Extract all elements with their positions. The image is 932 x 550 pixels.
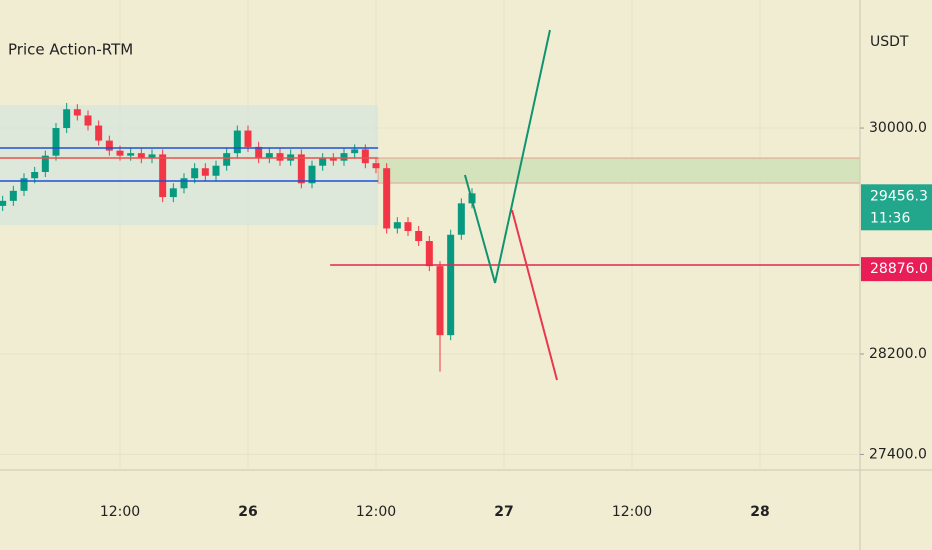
candle-body xyxy=(180,178,188,189)
candle-body xyxy=(212,165,220,176)
candle-body xyxy=(447,234,455,336)
x-tick-label: 27 xyxy=(494,504,513,520)
candle-body xyxy=(372,163,380,169)
candle-body xyxy=(457,203,465,235)
candle-body xyxy=(329,158,337,161)
candle-body xyxy=(137,153,145,159)
candle-body xyxy=(404,222,412,231)
candle-body xyxy=(52,128,60,156)
candle-body xyxy=(95,125,103,141)
candle-body xyxy=(223,153,231,166)
candle-body xyxy=(9,190,17,201)
candle-body xyxy=(425,241,433,267)
candle-body xyxy=(105,140,113,151)
candle-body xyxy=(233,130,241,154)
candle-body xyxy=(393,222,401,229)
candle-body xyxy=(383,168,391,229)
price-tag xyxy=(861,184,932,231)
x-tick-label: 26 xyxy=(238,504,257,520)
candle-body xyxy=(20,178,28,191)
candle-body xyxy=(41,155,49,172)
candle-body xyxy=(116,150,124,156)
candle-body xyxy=(0,200,7,206)
x-tick-label: 12:00 xyxy=(100,504,140,520)
candle-body xyxy=(436,266,444,336)
candle-body xyxy=(159,154,167,198)
zone xyxy=(377,157,861,184)
y-tick-label: 30000.0 xyxy=(869,120,927,136)
candle-body xyxy=(127,153,135,156)
candle-body xyxy=(351,149,359,154)
zone xyxy=(0,105,379,226)
candle-body xyxy=(191,168,199,179)
drawing-line xyxy=(463,29,551,284)
x-tick-label: 28 xyxy=(750,504,769,520)
candle-body xyxy=(244,130,252,147)
y-tick-label: 28200.0 xyxy=(869,346,927,362)
candle-body xyxy=(31,171,39,179)
chart-title: Price Action-RTM xyxy=(8,41,133,59)
candle-body xyxy=(169,188,177,198)
candle-body xyxy=(255,146,263,159)
countdown-label: 11:36 xyxy=(870,210,910,226)
candle-body xyxy=(265,153,273,159)
candle-body xyxy=(63,109,71,129)
candle-body xyxy=(308,165,316,184)
candle-body xyxy=(297,154,305,184)
candle-body xyxy=(201,168,209,176)
drawing-line xyxy=(511,209,558,381)
candle-body xyxy=(84,115,92,126)
x-tick-label: 12:00 xyxy=(356,504,396,520)
x-tick-label: 12:00 xyxy=(612,504,652,520)
candle-body xyxy=(415,230,423,242)
price-tag-label: 29456.3 xyxy=(870,188,928,204)
plot xyxy=(0,29,861,381)
axes: 30000.0 28200.0 27400.0 12:00 26 12:00 27 12:00… xyxy=(100,120,932,520)
candle-body xyxy=(276,153,284,161)
candle-body xyxy=(73,109,81,116)
axis-label: USDT xyxy=(870,34,909,50)
price-tag-label: 28876.0 xyxy=(870,261,928,277)
grid xyxy=(0,0,860,470)
price-tag xyxy=(861,257,932,282)
candle-body xyxy=(319,158,327,166)
candle-body xyxy=(340,153,348,161)
y-tick-label: 27400.0 xyxy=(869,446,927,462)
candle-body xyxy=(148,154,156,159)
candle-body xyxy=(361,149,369,164)
